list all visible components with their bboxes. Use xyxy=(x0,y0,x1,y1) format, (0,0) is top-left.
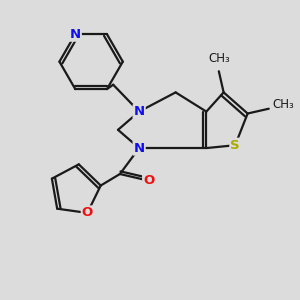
Text: O: O xyxy=(82,206,93,219)
Text: CH₃: CH₃ xyxy=(273,98,294,111)
Text: O: O xyxy=(143,174,154,187)
Text: N: N xyxy=(134,142,145,154)
Text: N: N xyxy=(70,28,81,41)
Text: S: S xyxy=(230,139,240,152)
Text: N: N xyxy=(134,105,145,118)
Text: CH₃: CH₃ xyxy=(208,52,230,65)
